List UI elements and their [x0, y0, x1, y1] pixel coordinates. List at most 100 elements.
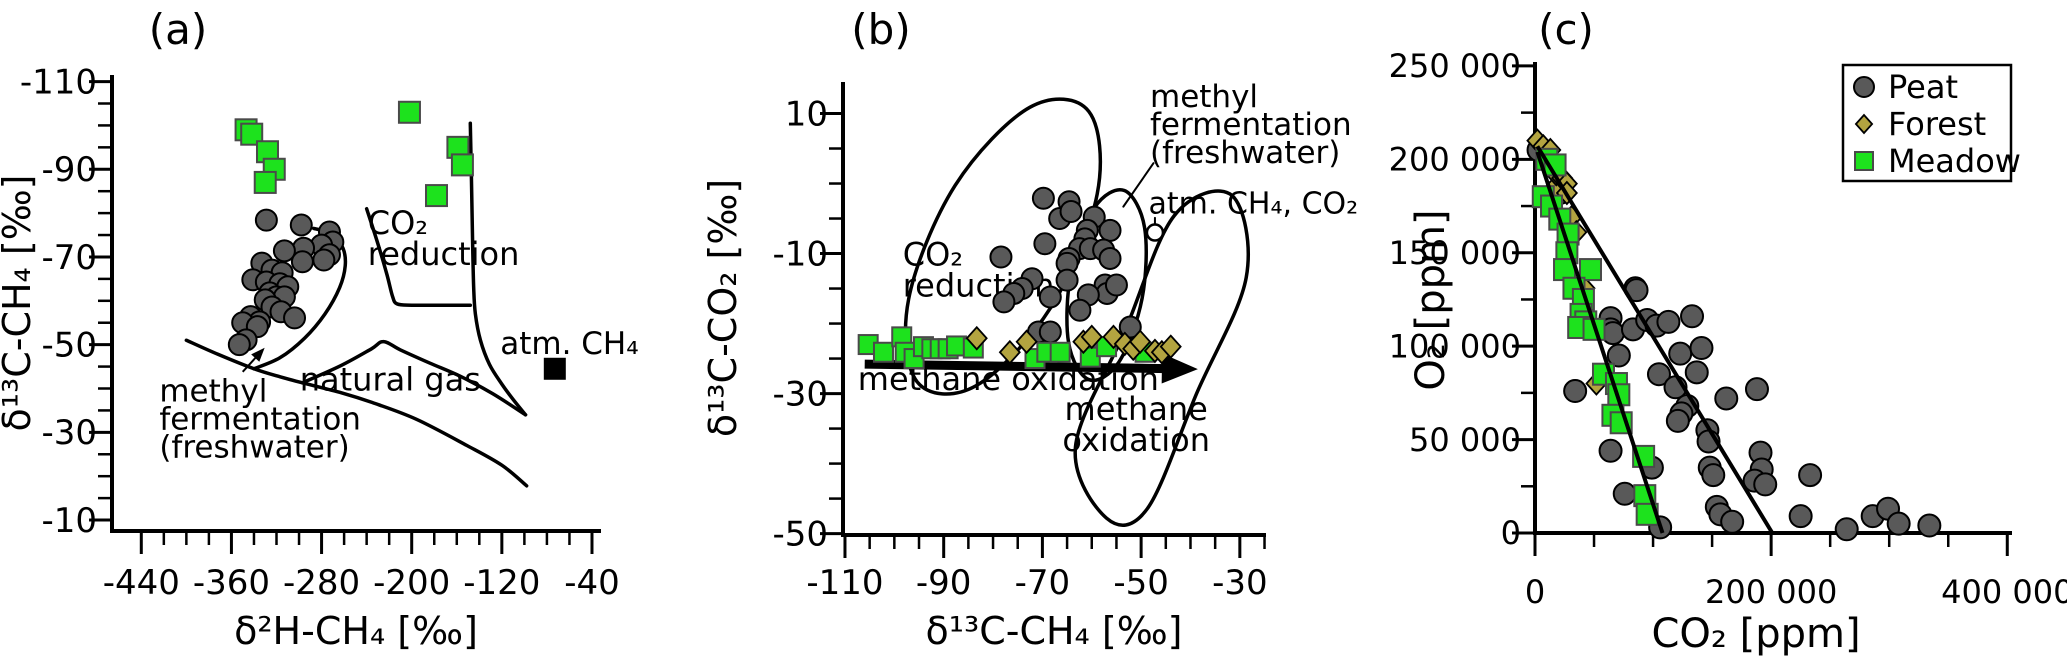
series-peat	[989, 186, 1142, 356]
y-tick-label: 0	[1501, 514, 1521, 552]
data-point	[1080, 324, 1103, 350]
data-point	[989, 245, 1013, 269]
y-tick-label: -30	[41, 413, 97, 453]
data-point	[992, 290, 1016, 314]
y-tick-label: 10	[785, 94, 828, 134]
data-point	[1701, 463, 1726, 488]
data-point	[253, 170, 277, 194]
region-co2-reduction-left	[364, 206, 473, 308]
data-point	[543, 357, 566, 380]
region-bacterial-lower-boundary	[184, 338, 529, 488]
series-meadow	[1531, 147, 1659, 526]
data-point	[1714, 386, 1739, 411]
series-atm-ch4-co2	[1145, 223, 1165, 242]
region-natural-gas-upper	[300, 339, 528, 417]
x-tick-label: -110	[806, 563, 883, 603]
data-point	[1015, 329, 1038, 355]
series-peat	[227, 208, 345, 357]
data-point	[1129, 329, 1152, 355]
data-point	[1853, 76, 1875, 98]
annotation-text: methyl	[1150, 79, 1258, 115]
data-point	[397, 100, 421, 124]
legend-label: Meadow	[1888, 142, 2021, 180]
x-tick-label: -90	[916, 563, 972, 603]
methyl-fermentation-arrow-head	[251, 347, 265, 362]
panel-c: (c) 0 200 000 400 000 250 000 200 000 150 000 1…	[1389, 5, 2067, 657]
data-point	[290, 250, 314, 274]
data-point	[1788, 504, 1813, 529]
y-tick-label: 100 000	[1389, 327, 1521, 365]
region-methane-oxidation-capsule	[1073, 189, 1250, 527]
annotation-text: atm. CH₄, CO₂	[1149, 187, 1359, 222]
data-point	[1886, 511, 1911, 536]
peat-trend-line	[1535, 145, 1775, 535]
legend-item-peat: Peat	[1853, 68, 1958, 106]
data-point	[1578, 258, 1602, 282]
legend-label: Forest	[1888, 105, 1986, 143]
series-atm-ch4	[543, 357, 566, 380]
series-peat	[1526, 137, 1942, 542]
series-forest	[965, 324, 1182, 365]
data-point	[1656, 309, 1681, 334]
annotation-text: fermentation	[159, 402, 361, 438]
annotation-text: atm. CH₄	[500, 326, 638, 362]
annotation-text: fermentation	[1150, 107, 1352, 143]
region-co2-reduction-right	[468, 121, 528, 417]
y-axis-label: δ¹³C-CO₂ [‰]	[701, 179, 745, 437]
x-tick-label: 200 000	[1705, 573, 1837, 611]
y-tick-label: -50	[41, 326, 97, 366]
y-axis-label: O₂ [ppm]	[1408, 209, 1454, 390]
x-tick-label: -280	[283, 563, 360, 603]
data-point	[1068, 298, 1092, 322]
data-point	[1031, 186, 1055, 210]
data-point	[1720, 509, 1745, 534]
data-point	[1917, 513, 1942, 538]
data-point	[450, 153, 474, 177]
region-methyl-fermentation-callout	[1122, 162, 1155, 208]
annotation-text: methane	[1065, 390, 1208, 428]
y-tick-label: -110	[20, 62, 97, 102]
x-tick-label: 0	[1525, 573, 1545, 611]
data-point	[1646, 362, 1671, 387]
x-axis-label: δ¹³C-CH₄ [‰]	[925, 609, 1182, 653]
panel-b: (b) -110 -90 -70 -50 -30 10 -10 -30 -50 δ¹³C-CH₄ […	[701, 5, 1358, 653]
data-point	[1055, 268, 1079, 292]
data-point	[1744, 377, 1769, 402]
x-tick-label: -120	[463, 563, 540, 603]
x-tick-label: -50	[1113, 563, 1169, 603]
data-point	[872, 341, 894, 363]
annotation-text: natural gas	[300, 361, 481, 399]
y-tick-label: 50 000	[1409, 421, 1521, 459]
data-point	[1798, 463, 1823, 488]
data-point	[227, 333, 251, 357]
x-axis-label: CO₂ [ppm]	[1651, 611, 1860, 657]
data-point	[312, 248, 336, 272]
x-tick-label: 400 000	[1941, 573, 2067, 611]
y-axis-label: δ¹³C-CH₄ [‰]	[0, 174, 39, 431]
x-axis-label: δ²H-CH₄ [‰]	[234, 609, 478, 653]
data-point	[1668, 341, 1693, 366]
y-tick-label: 250 000	[1389, 47, 1521, 85]
legend-item-forest: Forest	[1854, 105, 1986, 143]
y-tick-label: -50	[772, 514, 828, 554]
data-point	[1098, 246, 1122, 270]
annotation-atm-ch4-label: atm. CH₄	[500, 326, 638, 362]
data-point	[1104, 273, 1128, 297]
data-point	[1854, 113, 1874, 135]
data-point	[1059, 200, 1083, 224]
panel-letter: (a)	[149, 5, 208, 54]
data-point	[1038, 285, 1062, 309]
panel-a: (a) -440 -360 -280 -200 -120 -40 -110 -90 -70 -50 -…	[0, 5, 639, 653]
annotation-text: CO₂	[368, 204, 428, 242]
annotation-text: CO₂	[903, 235, 963, 273]
panel-letter: (b)	[851, 5, 910, 54]
data-point	[1665, 408, 1690, 433]
